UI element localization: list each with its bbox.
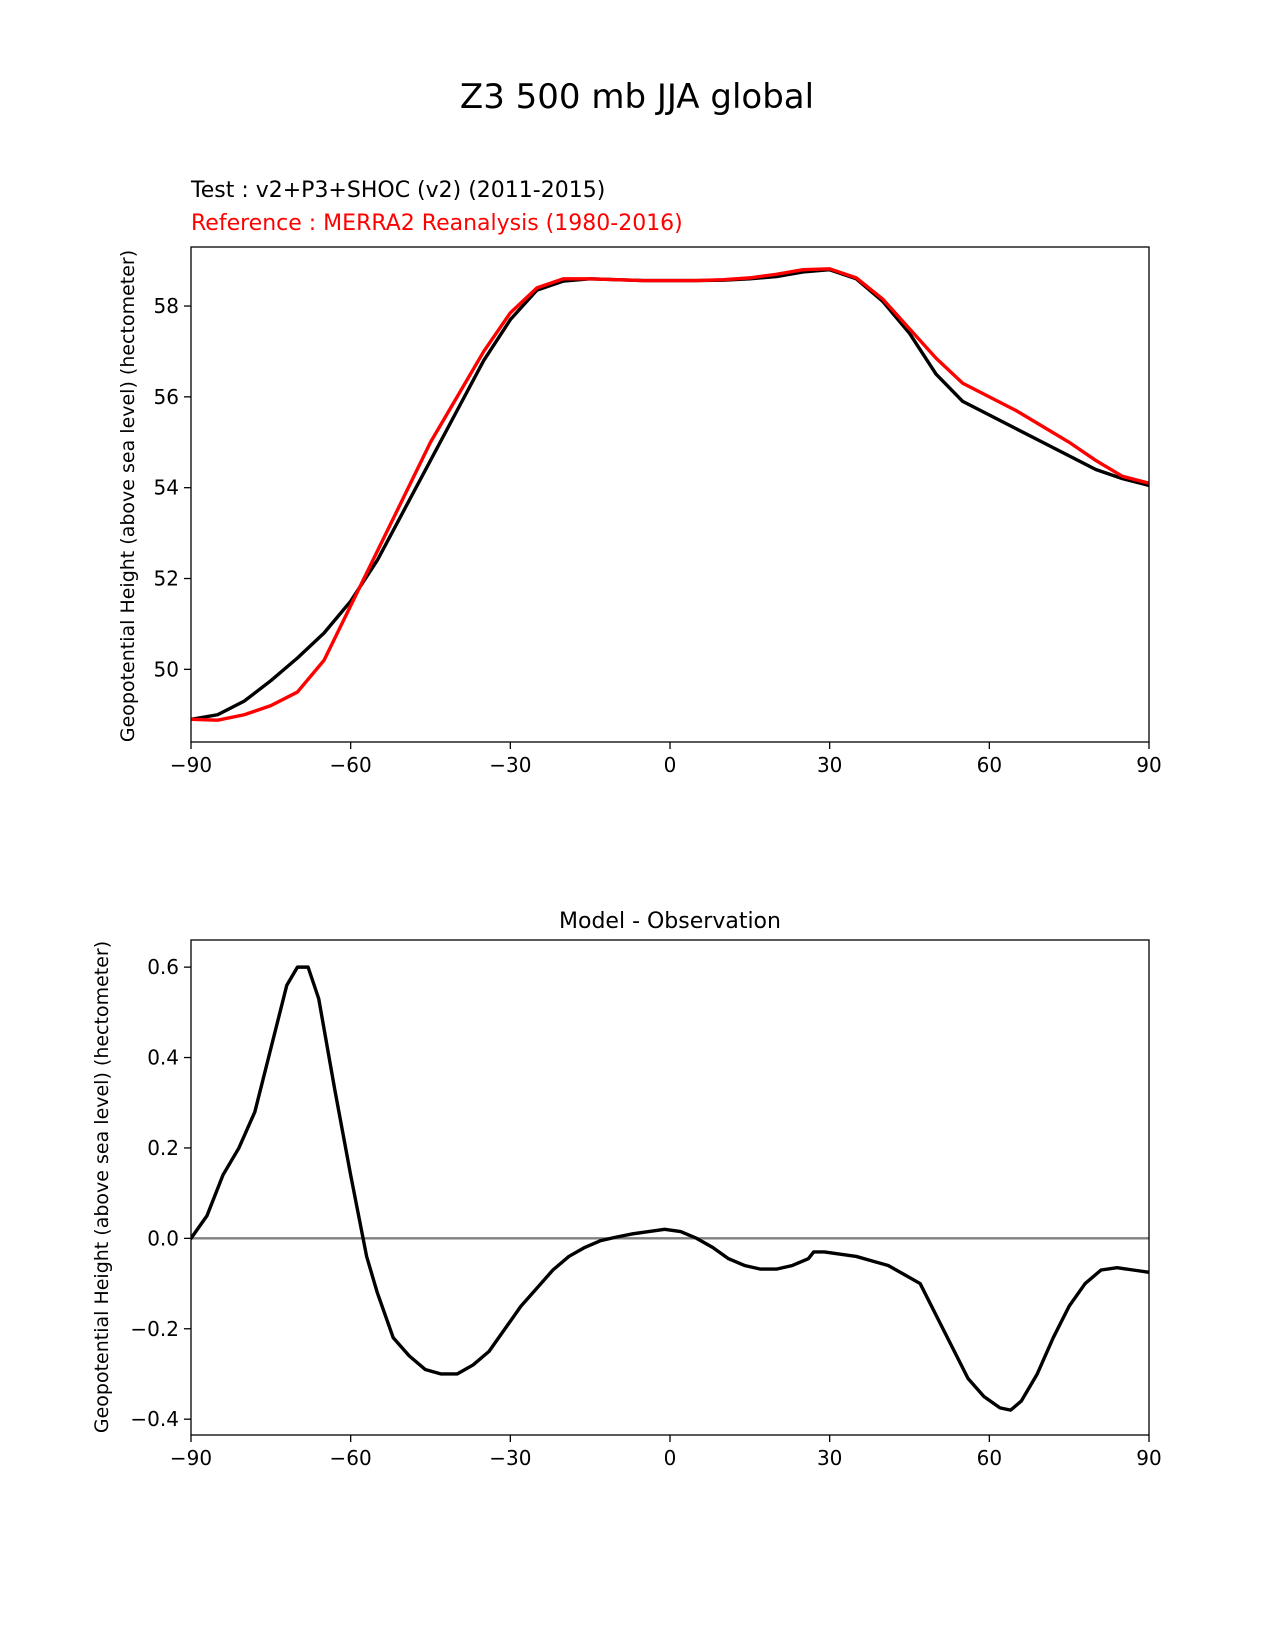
y-tick-label: 0.4 [147, 1046, 179, 1070]
top-panel: Test : v2+P3+SHOC (v2) (2011-2015) Refer… [117, 178, 1162, 777]
y-tick-label: 0.6 [147, 955, 179, 979]
x-tick-label: 30 [817, 1446, 842, 1470]
y-tick-label: −0.2 [130, 1317, 179, 1341]
x-tick-label: 90 [1136, 753, 1161, 777]
y-tick-label: 56 [154, 385, 179, 409]
x-tick-label: 0 [664, 1446, 677, 1470]
y-tick-label: 0.2 [147, 1136, 179, 1160]
y-tick-label: 52 [154, 567, 179, 591]
y-tick-label: −0.4 [130, 1407, 179, 1431]
x-tick-label: −30 [489, 1446, 531, 1470]
test-series-line [191, 268, 1149, 721]
bottom-plot-frame [190, 939, 1150, 1436]
difference-series-line [191, 965, 1149, 1412]
top-x-axis: −90 −60 −30 0 30 60 90 [170, 742, 1162, 777]
bottom-plot-lines [191, 965, 1149, 1412]
y-tick-label: 58 [154, 294, 179, 318]
reference-series-line [191, 267, 1149, 722]
difference-title: Model - Observation [559, 909, 781, 934]
top-plot-frame [190, 246, 1150, 743]
x-tick-label: −60 [330, 753, 372, 777]
x-tick-label: −60 [330, 1446, 372, 1470]
y-tick-label: 54 [154, 476, 179, 500]
figure-title: Z3 500 mb JJA global [460, 77, 814, 117]
x-tick-label: −90 [170, 753, 212, 777]
bottom-x-axis: −90 −60 −30 0 30 60 90 [170, 1435, 1162, 1470]
x-tick-label: 30 [817, 753, 842, 777]
bottom-panel: Model - Observation Geopotential Height … [91, 909, 1162, 1470]
test-label: Test : v2+P3+SHOC (v2) (2011-2015) [190, 178, 605, 203]
x-tick-label: −30 [489, 753, 531, 777]
top-y-axis-label: Geopotential Height (above sea level) (h… [117, 250, 139, 742]
x-tick-label: 60 [977, 1446, 1002, 1470]
reference-label: Reference : MERRA2 Reanalysis (1980-2016… [191, 211, 683, 236]
top-y-axis: 50 52 54 56 58 [154, 294, 191, 681]
x-tick-label: −90 [170, 1446, 212, 1470]
y-tick-label: 50 [154, 657, 179, 681]
bottom-y-axis-label: Geopotential Height (above sea level) (h… [91, 941, 113, 1433]
x-tick-label: 90 [1136, 1446, 1161, 1470]
x-tick-label: 60 [977, 753, 1002, 777]
x-tick-label: 0 [664, 753, 677, 777]
bottom-y-axis: −0.4 −0.2 0.0 0.2 0.4 0.6 [130, 955, 191, 1431]
top-plot-lines [191, 267, 1149, 722]
y-tick-label: 0.0 [147, 1226, 179, 1250]
